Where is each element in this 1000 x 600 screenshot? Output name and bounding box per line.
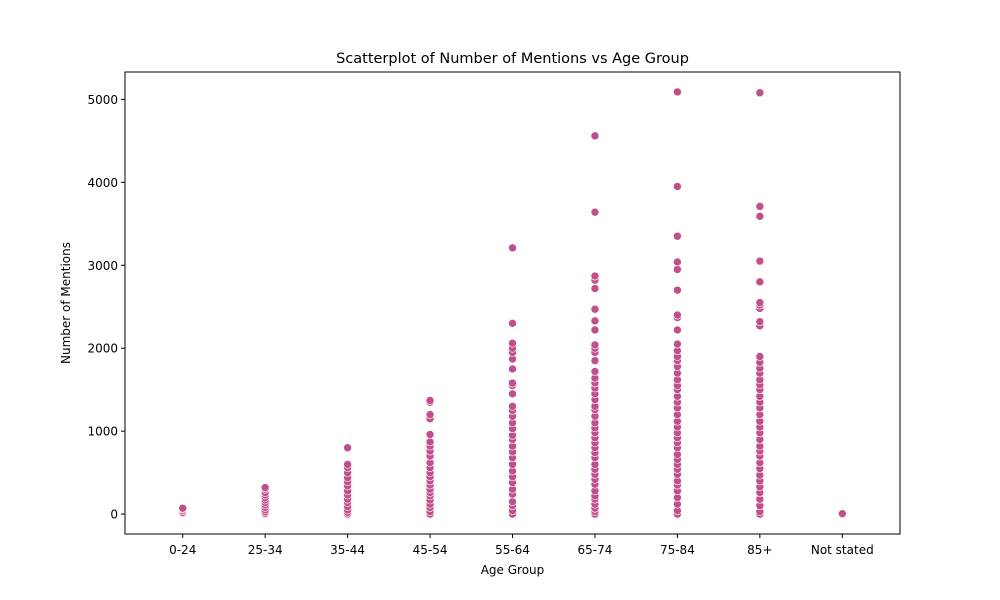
scatter-point	[673, 285, 682, 295]
scatter-point	[837, 509, 847, 518]
x-tick-label: 65-74	[578, 543, 613, 557]
scatter-point	[673, 182, 682, 191]
x-tick-label: 25-34	[248, 543, 283, 557]
x-axis: 0-24 25-34 35-44 45-54 55-64 65-74 75-84 85+ Not…	[169, 534, 874, 557]
x-tick-label: 85+	[747, 543, 772, 557]
scatter-point	[508, 389, 517, 399]
scatter-point	[508, 497, 517, 506]
scatter-point	[673, 257, 682, 267]
x-tick-label: 55-64	[495, 543, 530, 557]
y-axis: 0 1000 2000 3000 4000 5000	[87, 93, 125, 522]
scatter-point	[755, 298, 765, 307]
y-tick-label: 3000	[87, 259, 118, 273]
scatter-point	[425, 437, 435, 447]
x-axis-title: Age Group	[481, 563, 545, 577]
x-tick-label: 75-84	[660, 543, 695, 557]
scatter-point	[590, 325, 600, 335]
scatter-point	[508, 401, 517, 411]
scatter-point	[508, 364, 517, 374]
scatter-point	[508, 378, 517, 388]
x-tick-label: 35-44	[330, 543, 365, 557]
scatter-point	[755, 277, 765, 287]
y-tick-label: 1000	[87, 425, 118, 439]
scatter-point	[508, 338, 517, 348]
points-layer	[178, 87, 847, 519]
scatter-point	[590, 304, 600, 314]
scatter-point	[590, 356, 600, 365]
scatter-point	[673, 310, 682, 320]
scatter-point	[673, 265, 682, 274]
scatter-point	[590, 284, 600, 293]
scatter-point	[343, 443, 352, 453]
scatter-point	[755, 212, 765, 221]
scatter-point	[755, 88, 765, 98]
scatter-point	[508, 319, 517, 328]
chart-title: Scatterplot of Number of Mentions vs Age…	[336, 51, 689, 67]
scatter-point	[673, 325, 682, 335]
x-tick-label: 45-54	[413, 543, 448, 557]
scatter-point	[425, 396, 435, 405]
scatter-point	[425, 410, 435, 419]
scatter-point	[590, 207, 600, 217]
scatter-point	[590, 316, 600, 326]
scatter-point	[178, 503, 188, 513]
scatter-point	[590, 340, 600, 350]
y-tick-label: 4000	[87, 176, 118, 190]
scatter-point	[673, 339, 682, 349]
y-axis-title: Number of Mentions	[59, 242, 73, 364]
y-tick-label: 0	[110, 508, 118, 522]
y-tick-label: 2000	[87, 342, 118, 356]
scatter-point	[673, 87, 682, 97]
y-tick-label: 5000	[87, 93, 118, 107]
scatter-point	[590, 367, 600, 376]
scatter-point	[508, 243, 517, 253]
scatter-point	[673, 231, 682, 241]
scatter-point	[755, 256, 765, 266]
scatter-point	[755, 202, 765, 211]
scatter-point	[343, 460, 352, 469]
scatter-point	[260, 483, 270, 492]
x-tick-label: Not stated	[811, 543, 874, 557]
x-tick-label: 0-24	[169, 543, 196, 557]
scatter-point	[590, 271, 600, 281]
scatter-point	[590, 131, 600, 141]
scatter-point	[425, 430, 435, 439]
scatter-point	[755, 317, 765, 326]
scatter-point	[755, 352, 765, 361]
